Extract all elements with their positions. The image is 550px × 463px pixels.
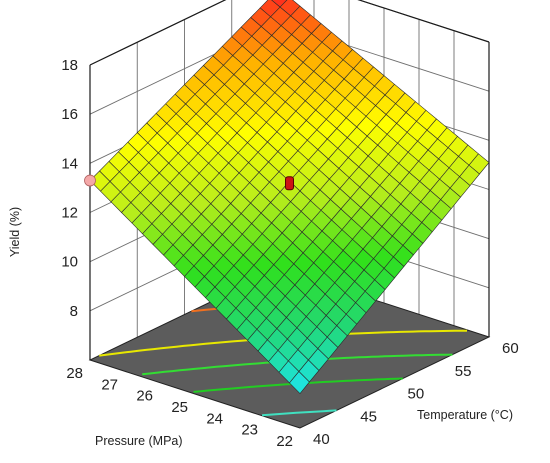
pressure-tick-label: 22 (276, 433, 293, 450)
surface-cell (289, 371, 310, 394)
temperature-tick-label: 45 (360, 408, 377, 425)
pressure-tick-label: 23 (241, 422, 258, 439)
contour-line (262, 409, 337, 417)
temperature-tick-label: 60 (502, 340, 519, 357)
y-axis-title: Pressure (MPa) (95, 434, 183, 448)
pressure-tick-label: 25 (171, 399, 188, 416)
z-tick-label: 18 (61, 57, 78, 74)
response-surface (89, 0, 490, 394)
z-axis-title: Yield (%) (8, 207, 22, 257)
pressure-tick-label: 26 (136, 388, 153, 405)
frame-edge (89, 0, 227, 66)
z-tick-label: 14 (61, 155, 78, 172)
z-tick-label: 8 (70, 303, 78, 320)
z-tick-label: 16 (61, 106, 78, 123)
temperature-tick-label: 50 (408, 386, 425, 403)
tick-labels: 8 10 12 14 16 18 28 27 26 25 24 23 22 40 45 50 55 60 (61, 57, 518, 450)
pressure-tick-label: 27 (101, 376, 118, 393)
pressure-tick-label: 24 (206, 410, 223, 427)
design-points (84, 174, 294, 191)
temperature-tick-label: 40 (313, 431, 330, 448)
pressure-tick-label: 28 (66, 365, 83, 382)
design-point-marker (84, 174, 96, 187)
x-axis-title: Temperature (°C) (417, 408, 513, 422)
temperature-tick-label: 55 (455, 363, 472, 380)
z-tick-label: 10 (61, 254, 78, 271)
z-tick-label: 12 (61, 205, 78, 222)
design-point-marker (285, 176, 294, 191)
frame-edge (357, 0, 490, 43)
